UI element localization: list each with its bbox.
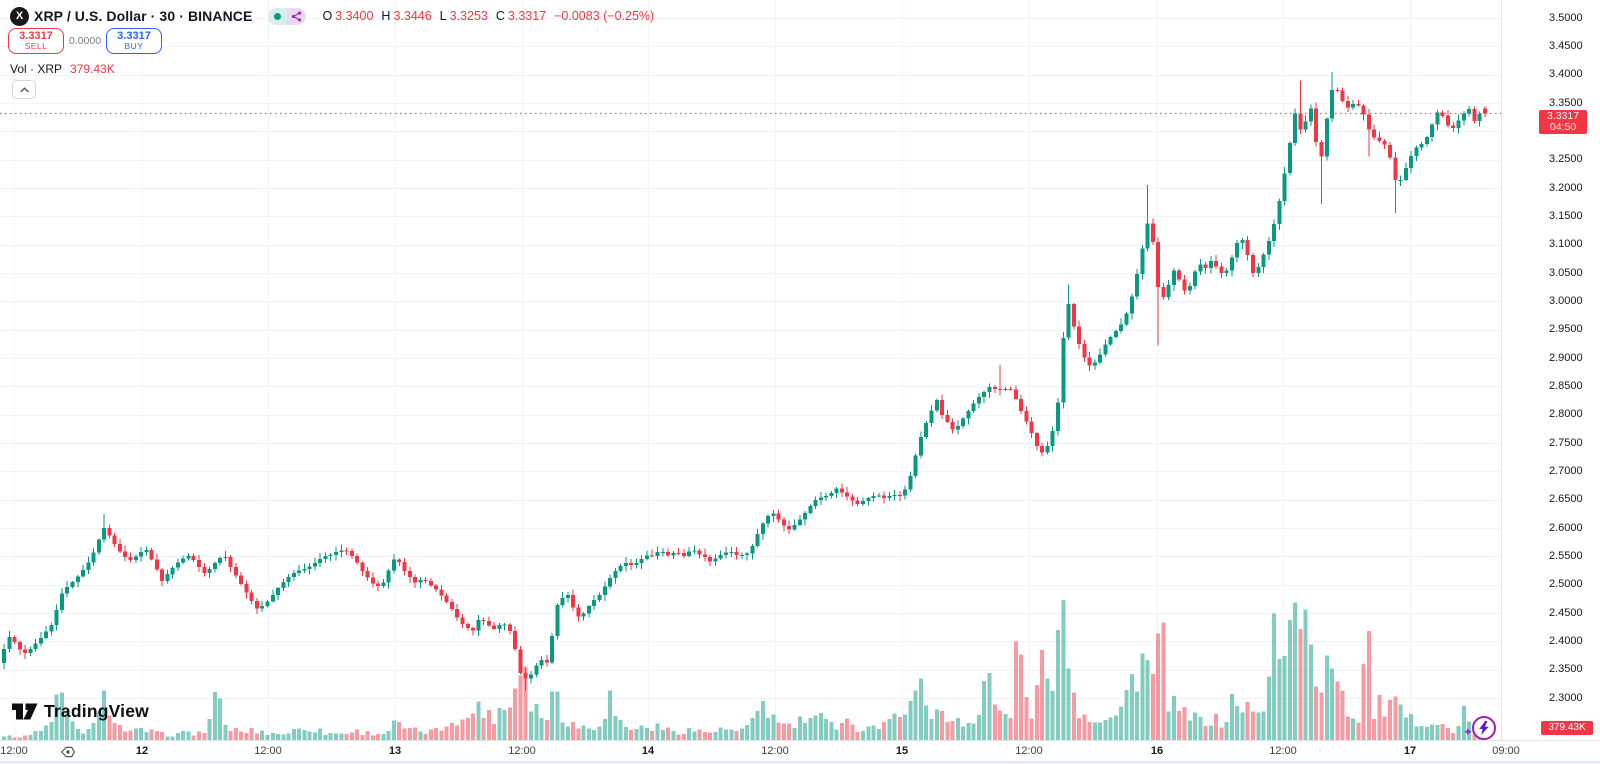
price-tick-label: 2.9000 — [1549, 351, 1583, 364]
price-tick-label: 3.2000 — [1549, 181, 1583, 194]
time-tick-label: 17 — [1403, 745, 1417, 757]
time-tick-label: 14 — [641, 745, 655, 757]
time-tick-label: 12:00 — [761, 745, 789, 757]
price-tick-label: 2.8000 — [1549, 408, 1583, 421]
price-tick-label: 3.0500 — [1549, 266, 1583, 279]
price-tick-label: 2.7500 — [1549, 436, 1583, 449]
time-axis[interactable]: 12:00 12 12:00 13 12:00 14 12:00 15 12:00 16 12:00… — [0, 740, 1600, 762]
buy-button[interactable]: 3.3317 BUY — [106, 28, 162, 54]
time-tick-label: 13 — [388, 745, 402, 757]
price-tick-label: 3.5000 — [1549, 11, 1583, 24]
low-label: L — [439, 9, 447, 23]
time-tick-label: 12:00 — [1269, 745, 1297, 757]
price-tick-label: 3.2500 — [1549, 153, 1583, 166]
time-tick-label: 09:00 — [1492, 745, 1520, 757]
volume-bars — [2, 600, 1487, 740]
market-open-dot-icon — [268, 7, 288, 25]
time-tick-label: 12:00 — [508, 745, 536, 757]
close-label: C — [495, 9, 505, 23]
buy-label: BUY — [124, 41, 144, 52]
tradingview-wordmark: TradingView — [44, 701, 149, 721]
high-label: H — [381, 9, 391, 23]
sparkle-icon: ✦ — [1463, 725, 1474, 739]
last-price-value: 3.3317 — [1546, 109, 1580, 122]
ohlc-readout: O 3.3400 H 3.3446 L 3.3253 C 3.3317 −0.0083 … — [322, 9, 654, 23]
market-status-pill[interactable] — [268, 7, 307, 25]
price-tick-label: 2.3500 — [1549, 663, 1583, 676]
open-value: 3.3400 — [335, 9, 374, 23]
price-tick-label: 2.8500 — [1549, 379, 1583, 392]
gridlines — [0, 0, 1501, 740]
candles — [2, 71, 1487, 692]
window-bottom-edge — [0, 761, 1600, 764]
open-label: O — [322, 9, 333, 23]
price-tick-label: 3.4500 — [1549, 39, 1583, 52]
price-axis[interactable]: 3.3317 04:50 379.43K 3.5000 3.4500 3.4000 3… — [1501, 0, 1600, 740]
price-tick-label: 2.7000 — [1549, 464, 1583, 477]
price-tick-label: 3.1000 — [1549, 238, 1583, 251]
price-tick-label: 2.3000 — [1549, 691, 1583, 704]
price-tick-label: 2.5000 — [1549, 578, 1583, 591]
time-tick-label: 12 — [135, 745, 149, 757]
tradingview-glyph-icon — [12, 703, 38, 720]
volume-value: 379.43K — [70, 62, 115, 76]
time-tick-label: 15 — [895, 745, 909, 757]
time-tick-label: 12:00 — [1015, 745, 1043, 757]
price-tick-label: 2.4000 — [1549, 634, 1583, 647]
spread-value: 0.0000 — [68, 35, 102, 47]
last-volume-label: 379.43K — [1541, 721, 1593, 735]
buy-price: 3.3317 — [117, 29, 151, 42]
close-value: 3.3317 — [507, 9, 547, 23]
xrp-logo-icon: X — [10, 6, 29, 26]
instant-trading-lightning-button[interactable] — [1472, 716, 1496, 740]
price-tick-label: 2.9500 — [1549, 323, 1583, 336]
price-tick-label: 3.4000 — [1549, 68, 1583, 81]
sell-label: SELL — [24, 41, 48, 52]
price-tick-label: 2.6000 — [1549, 521, 1583, 534]
last-price-label: 3.3317 04:50 — [1539, 109, 1587, 134]
low-value: 3.3253 — [449, 9, 488, 23]
tradingview-logo[interactable]: TradingView — [12, 701, 149, 722]
price-tick-label: 3.1500 — [1549, 209, 1583, 222]
volume-indicator-row: Vol · XRP 379.43K — [10, 62, 115, 76]
collapse-pane-button[interactable] — [12, 80, 36, 99]
high-value: 3.3446 — [393, 9, 432, 23]
time-tick-label: 16 — [1150, 745, 1164, 757]
price-tick-label: 3.0000 — [1549, 294, 1583, 307]
volume-label: Vol · XRP — [10, 62, 63, 76]
axis-settings-gear-icon[interactable] — [60, 744, 76, 760]
lightning-bolt-icon — [1479, 721, 1489, 735]
chevron-up-icon — [19, 86, 29, 92]
symbol-title[interactable]: XRP / U.S. Dollar · 30 · BINANCE — [34, 8, 253, 24]
price-tick-label: 2.6500 — [1549, 493, 1583, 506]
sell-button[interactable]: 3.3317 SELL — [8, 28, 64, 54]
price-tick-label: 2.4500 — [1549, 606, 1583, 619]
change-value: −0.0083 (−0.25%) — [554, 9, 655, 23]
time-tick-label: 12:00 — [254, 745, 282, 757]
share-icon[interactable] — [287, 7, 307, 25]
time-tick-label: 12:00 — [0, 745, 28, 757]
price-tick-label: 2.5500 — [1549, 549, 1583, 562]
price-tick-label: 3.3500 — [1549, 96, 1583, 109]
candle-countdown: 04:50 — [1549, 120, 1577, 133]
sell-price: 3.3317 — [19, 29, 53, 42]
